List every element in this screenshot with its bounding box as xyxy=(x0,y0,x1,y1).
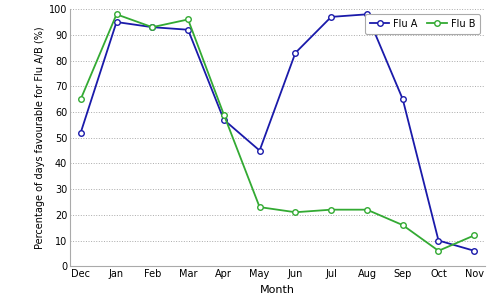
Flu B xyxy=(328,208,334,211)
Flu B xyxy=(292,211,298,214)
Flu A xyxy=(185,28,191,32)
Flu B xyxy=(78,97,84,101)
Flu B xyxy=(400,223,406,227)
Line: Flu B: Flu B xyxy=(78,12,477,254)
Flu B xyxy=(221,113,227,116)
Flu B xyxy=(436,249,442,253)
Flu A xyxy=(436,239,442,242)
Flu A xyxy=(78,131,84,134)
Flu A xyxy=(256,149,262,152)
Legend: Flu A, Flu B: Flu A, Flu B xyxy=(365,14,480,34)
Flu A xyxy=(328,15,334,19)
Flu B xyxy=(256,205,262,209)
Flu B xyxy=(150,25,156,29)
Flu A xyxy=(150,25,156,29)
Flu A xyxy=(292,51,298,55)
Line: Flu A: Flu A xyxy=(78,12,477,254)
Flu A xyxy=(400,97,406,101)
Flu B xyxy=(364,208,370,211)
Y-axis label: Percentage of days favourable for Flu A/B (%): Percentage of days favourable for Flu A/… xyxy=(34,26,44,249)
Flu A xyxy=(472,249,478,253)
Flu B xyxy=(114,13,119,16)
Flu A xyxy=(221,118,227,121)
Flu A xyxy=(114,20,119,24)
Flu A xyxy=(364,13,370,16)
Flu B xyxy=(472,233,478,237)
X-axis label: Month: Month xyxy=(260,285,295,295)
Flu B xyxy=(185,18,191,21)
